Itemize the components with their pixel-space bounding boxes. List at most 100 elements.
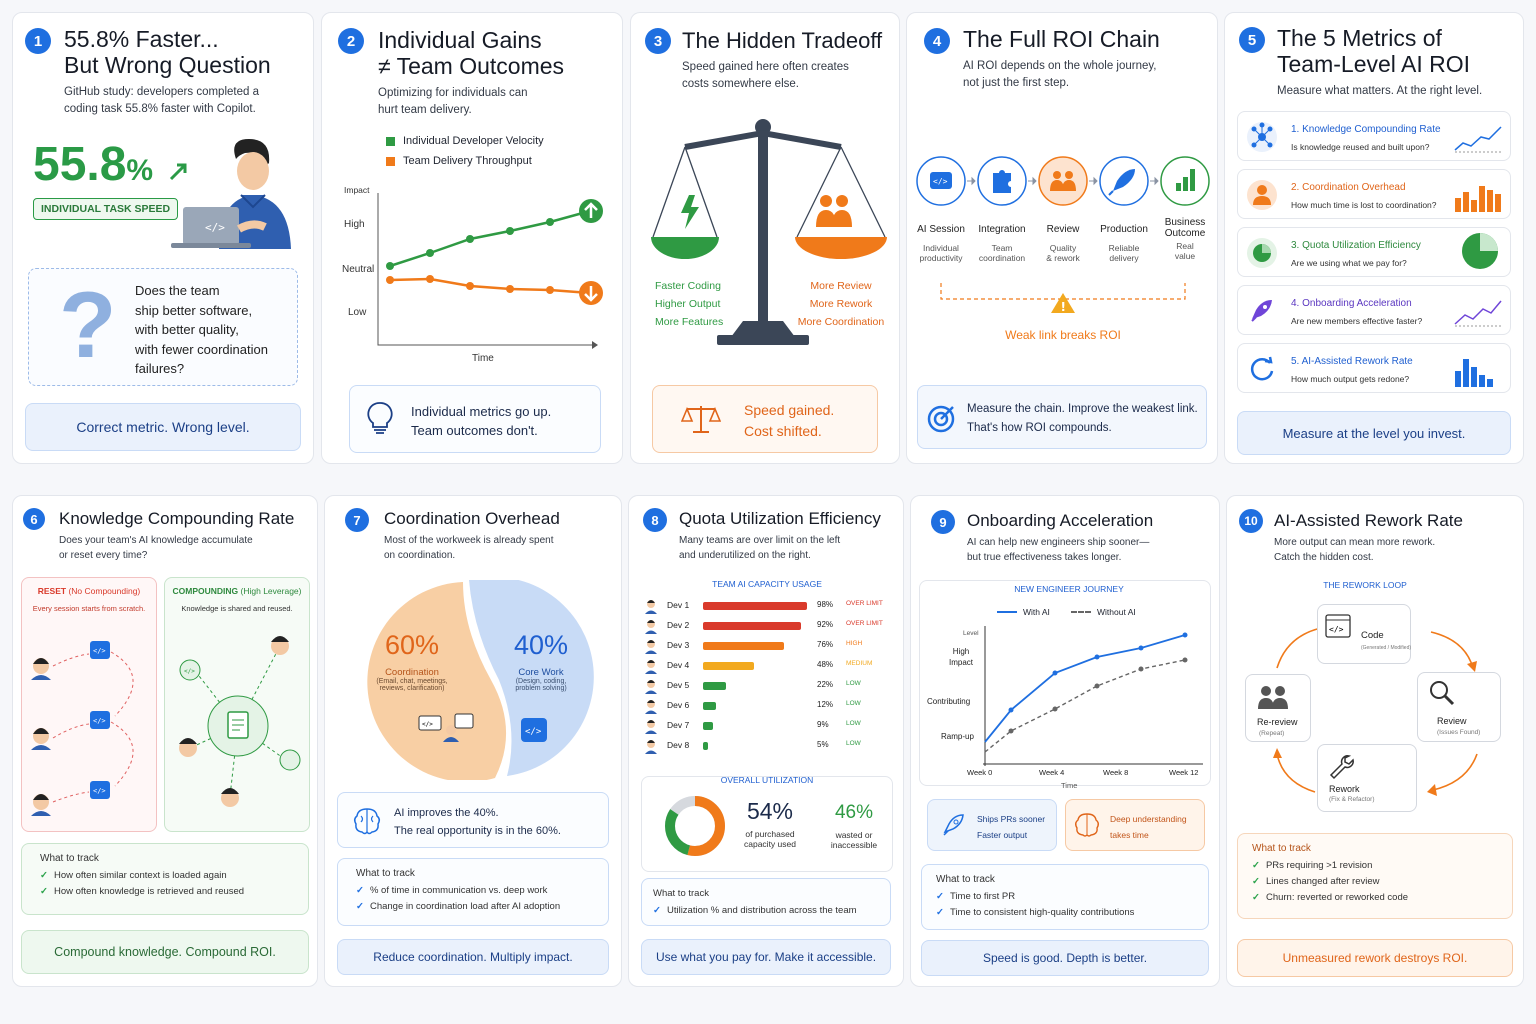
metric-item[interactable] [1237,285,1511,335]
trend-line-icon [1454,126,1502,153]
card-number: 5 [1239,27,1265,53]
avatar [645,680,657,694]
capacity-percent: 9% [817,720,829,729]
card-title-line1: Individual Gains [378,27,542,53]
card-footer: Use what you pay for. Make it accessible… [641,939,891,975]
card-desc-line2: on coordination. [384,550,456,561]
svg-text:</>: </> [205,221,225,234]
chain-step-desc: coordination [978,253,1026,263]
card-title: The Full ROI Chain [963,26,1160,52]
metric-desc: Is knowledge reused and built upon? [1291,142,1430,152]
capacity-bar [703,682,727,690]
card-desc-line1: Many teams are over limit on the left [679,535,841,546]
capacity-status: LOW [846,720,861,727]
reset-cycle-diagram: </> </> </> [31,641,134,816]
track-item: ✓ How often knowledge is retrieved and re… [40,886,308,897]
utilization-donut [665,796,725,856]
track-item-text: % of time in communication vs. deep work [369,885,548,896]
card-number: 2 [338,28,364,54]
y-tick-high: High Impact [949,646,973,668]
insight-line: The real opportunity is in the 60%. [394,825,561,837]
card-footer [917,385,1207,449]
x-tick: Week 8 [1103,768,1129,777]
card-8: 8 Quota Utilization Efficiency Many team… [628,495,904,987]
card-10: 10 AI-Assisted Rework Rate More output c… [1226,495,1524,987]
left-pan-item: Faster Coding [655,280,721,292]
chain-step: Review Quality & rework [1033,224,1093,263]
card-6: 6 Knowledge Compounding Rate Does your t… [12,495,318,987]
track-item: ✓ Time to first PR [936,891,1208,902]
metric-desc: How much output gets redone? [1291,374,1410,384]
capacity-row: Dev 5 22% LOW [639,676,899,696]
used-label: of purchased [745,829,795,839]
y-axis-title: Level [963,630,979,637]
track-box: What to track ✓ Utilization % and distrib… [641,878,891,926]
metric-desc: Are we using what we pay for? [1291,258,1407,268]
benefit-text-with-ai: Ships PRs sooner Faster output [977,811,1045,843]
track-box: What to track ✓ % of time in communicatio… [337,858,609,926]
pie-chart-icon [1247,238,1277,268]
capacity-percent: 22% [817,680,834,689]
right-pan-item: More Coordination [797,316,885,328]
rework-loop-arrows [1273,622,1478,796]
chain-step: Business Outcome Real value [1155,217,1215,261]
compounding-heading: COMPOUNDING (High Leverage) [164,586,310,596]
check-icon: ✓ [936,891,944,902]
coordination-segment: 60% Coordination (Email, chat, meetings,… [353,630,471,692]
overall-utilization-box [641,776,893,872]
core-work-segment: 40% Core Work (Design, coding, problem s… [493,630,589,692]
footer-text: Reduce coordination. Multiply impact. [373,950,573,964]
benefit-line: Ships PRs sooner [977,814,1046,824]
capacity-percent: 98% [817,600,834,609]
capacity-status: LOW [846,700,861,707]
card-footer: Reduce coordination. Multiply impact. [337,939,609,975]
card-footer: Unmeasured rework destroys ROI. [1237,939,1513,977]
loop-node-code [1317,604,1411,664]
chain-step-name: Production [1100,224,1148,235]
question-box [28,268,298,386]
metric-item[interactable] [1237,227,1511,277]
track-item: ✓ How often similar context is loaded aga… [40,870,308,881]
card-title: Quota Utilization Efficiency [679,509,881,528]
footer-line: Team outcomes don't. [411,423,538,438]
legend-label: Without AI [1097,607,1136,617]
chain-step-name: Business [1164,217,1206,228]
network-icon [1247,122,1277,152]
card-desc-line1: GitHub study: developers completed a [64,86,259,98]
capacity-bar [703,602,807,610]
loop-node-label: Rework [1329,784,1360,794]
check-icon: ✓ [936,907,944,918]
chain-step-desc: & rework [1046,253,1080,263]
question-line: with fewer coordination [135,341,268,357]
big-stat-unit: % [126,154,154,187]
y-tick-line: Impact [949,658,974,667]
chain-step-desc: Team [991,243,1013,253]
dev-name: Dev 7 [667,720,690,730]
track-item-text: How often knowledge is retrieved and reu… [53,886,245,897]
legend-with-ai: With AI [997,607,1050,617]
metric-title: 1. Knowledge Compounding Rate [1291,124,1441,135]
left-pan-item: Higher Output [655,298,721,310]
x-tick: Week 0 [967,768,993,777]
dev-name: Dev 5 [667,680,690,690]
big-stat: 55.8% [33,139,153,197]
y-tick-neutral: Neutral [342,264,375,275]
capacity-table: Dev 1 98% OVER LIMIT Dev 2 92% OVER LIMIT Dev … [639,596,899,758]
metric-item[interactable] [1237,169,1511,219]
svg-text:!: ! [1061,300,1066,314]
track-item: ✓ % of time in communication vs. deep wor… [356,885,608,896]
capacity-percent: 92% [817,620,834,629]
track-item-text: Lines changed after review [1265,876,1380,887]
metric-item[interactable] [1237,343,1511,393]
avatar [645,740,657,754]
chain-step-desc: productivity [919,253,963,263]
metric-item[interactable] [1237,111,1511,161]
avatar [645,640,657,654]
avatar [645,600,657,614]
question-line: ship better software, [135,302,253,318]
track-item-text: Change in coordination load after AI ado… [369,901,561,912]
capacity-row: Dev 4 48% MEDIUM [639,656,899,676]
loop-node-label: Re-review [1257,717,1298,727]
footer-text: Measure at the level you invest. [1282,425,1466,441]
card-1: 1 55.8% Faster... But Wrong Question Git… [12,12,314,464]
